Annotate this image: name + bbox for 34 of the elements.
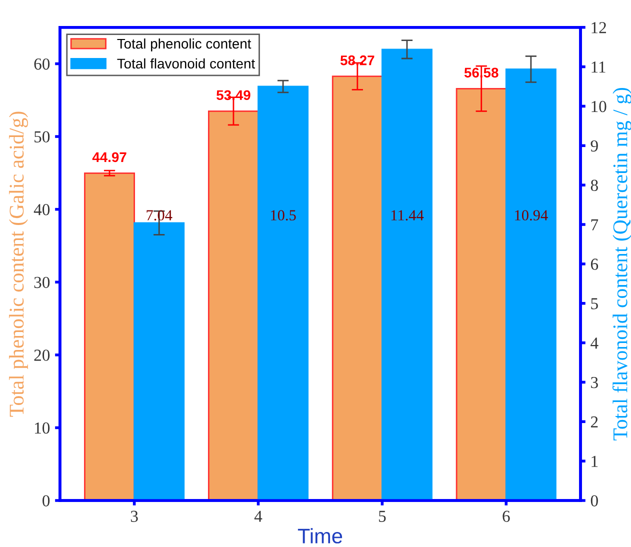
legend-label: Total phenolic content bbox=[117, 38, 252, 52]
x-tick-label: 4 bbox=[254, 510, 262, 522]
y2-tick-label: 7 bbox=[591, 219, 598, 230]
y2-tick-label: 10 bbox=[592, 100, 606, 112]
y2-tick-label: 4 bbox=[590, 338, 598, 349]
x-axis-title: Time bbox=[298, 528, 342, 544]
y-tick-label: 20 bbox=[34, 350, 50, 361]
y2-tick-label: 6 bbox=[590, 258, 598, 270]
data-label: 10.5 bbox=[271, 210, 296, 221]
y-tick-label: 40 bbox=[34, 204, 50, 216]
data-label: 44.97 bbox=[92, 152, 126, 162]
data-label: 53.49 bbox=[216, 90, 250, 100]
y2-tick-label: 5 bbox=[591, 298, 598, 310]
y2-tick-label: 2 bbox=[590, 416, 598, 428]
y2-tick-label: 11 bbox=[592, 62, 606, 73]
y-tick-label: 10 bbox=[35, 422, 50, 434]
x-tick-label: 6 bbox=[502, 510, 510, 522]
y-axis-title: Total phenolic content (Galic acid/g) bbox=[9, 112, 28, 417]
y-tick-label: 50 bbox=[34, 131, 50, 142]
x-tick-label: 3 bbox=[130, 510, 138, 522]
y2-tick-label: 3 bbox=[591, 376, 598, 388]
y-tick-label: 60 bbox=[34, 58, 50, 70]
data-label: 10.94 bbox=[515, 210, 548, 221]
legend-label: Total flavonoid content bbox=[117, 58, 255, 69]
x-tick-label: 5 bbox=[379, 510, 386, 522]
data-label: 58.27 bbox=[340, 55, 374, 66]
y-tick-label: 0 bbox=[42, 495, 50, 506]
y2-tick-label: 0 bbox=[590, 495, 598, 506]
y2-tick-label: 1 bbox=[592, 456, 598, 467]
data-label: 11.44 bbox=[391, 210, 424, 221]
y2-tick-label: 12 bbox=[592, 22, 606, 34]
y2-tick-label: 8 bbox=[590, 180, 598, 192]
y-tick-label: 30 bbox=[34, 276, 50, 288]
y2-tick-label: 9 bbox=[590, 140, 598, 152]
